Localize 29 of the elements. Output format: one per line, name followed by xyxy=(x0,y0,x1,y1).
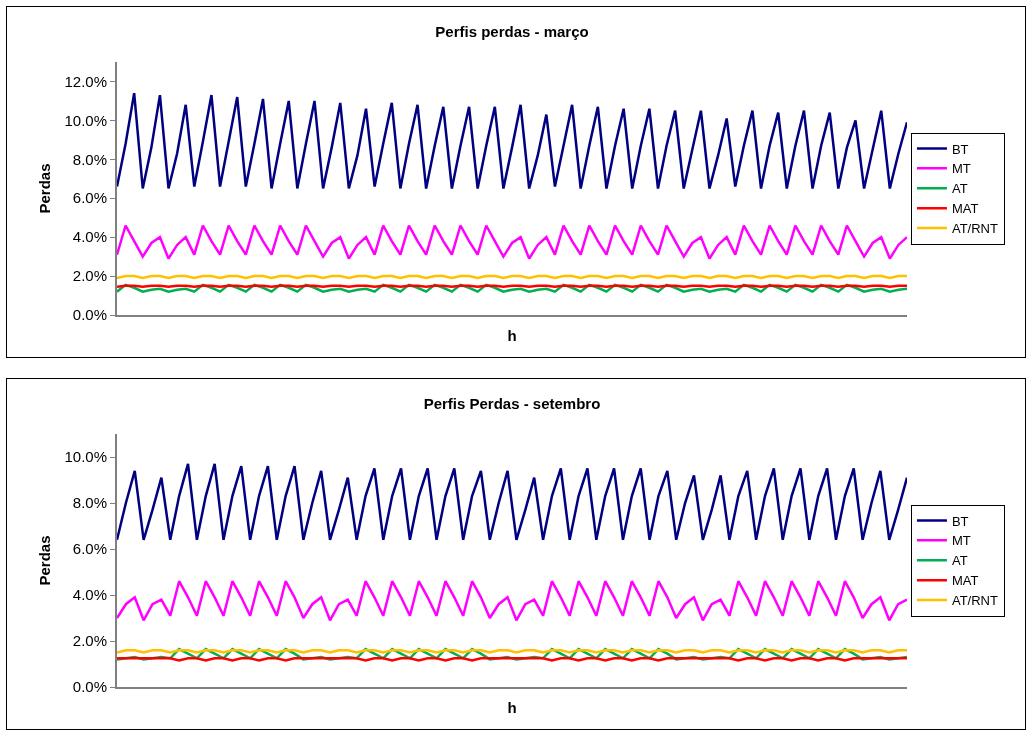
y-tick-label: 2.0% xyxy=(72,267,107,285)
legend-label: MAT xyxy=(951,573,979,589)
legend-label: AT/RNT xyxy=(951,593,998,609)
y-tick-label: 0.0% xyxy=(72,678,107,696)
legend-label: MAT xyxy=(951,201,979,217)
y-tick-label: 6.0% xyxy=(72,189,107,207)
y-tick-label: 4.0% xyxy=(72,586,107,604)
y-tick-label: 8.0% xyxy=(72,494,107,512)
y-tick-label: 4.0% xyxy=(72,228,107,246)
y-tick-label: 8.0% xyxy=(72,150,107,168)
y-tick-label: 12.0% xyxy=(64,72,107,90)
y-tick-label: 10.0% xyxy=(64,111,107,129)
chart-title: Perfis Perdas - setembro xyxy=(423,394,601,412)
legend-label: AT xyxy=(951,181,968,197)
legend-label: BT xyxy=(951,141,969,157)
y-tick-label: 2.0% xyxy=(72,632,107,650)
y-tick-label: 10.0% xyxy=(64,448,107,466)
legend-label: MT xyxy=(951,161,971,177)
x-axis-title: h xyxy=(507,326,517,344)
legend-label: AT xyxy=(951,553,968,569)
y-tick-label: 0.0% xyxy=(72,306,107,324)
y-tick-label: 6.0% xyxy=(72,540,107,558)
chart-title: Perfis perdas - março xyxy=(435,22,589,40)
legend-label: AT/RNT xyxy=(951,221,998,237)
legend-label: BT xyxy=(951,513,969,529)
y-axis-title: Perdas xyxy=(36,163,54,214)
x-axis-title: h xyxy=(507,698,517,716)
legend-label: MT xyxy=(951,533,971,549)
y-axis-title: Perdas xyxy=(36,535,54,586)
